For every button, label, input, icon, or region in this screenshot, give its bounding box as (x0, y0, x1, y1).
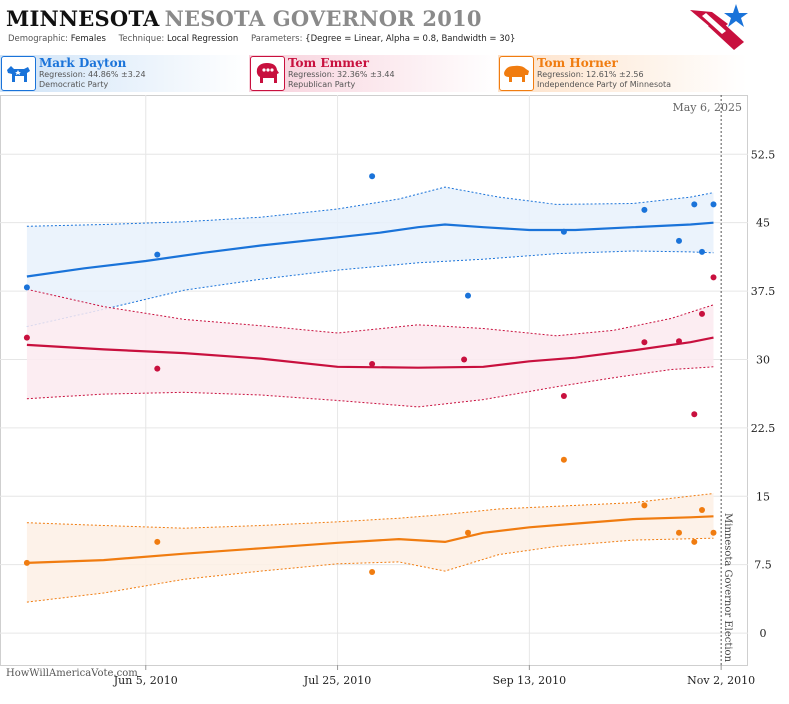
donkey-icon (1, 56, 36, 91)
title-race: NESOTA GOVERNOR 2010 (164, 6, 482, 31)
param-value: Females (70, 34, 106, 44)
x-tick-label: Sep 13, 2010 (493, 674, 567, 687)
poll-point (641, 339, 648, 346)
elephant-icon (250, 56, 285, 91)
y-tick-label: 7.5 (754, 559, 772, 572)
candidate-party: Independence Party of Minnesota (537, 80, 672, 89)
candidate-regression: Regression: 32.36% ±3.44 (288, 70, 395, 79)
poll-point (23, 284, 30, 291)
poll-point (710, 201, 717, 208)
candidate-card-dayton: Mark Dayton Regression: 44.86% ±3.24 Dem… (0, 55, 249, 92)
y-tick-label: 15 (756, 490, 770, 503)
regression-chart: Jun 5, 2010 Jul 25, 2010 Sep 13, 2010 Nov 2… (0, 95, 776, 687)
poll-point (710, 529, 717, 536)
plot-frame (0, 95, 748, 666)
band-upper-1 (26, 288, 714, 337)
param-value: {Degree = Linear, Alpha = 0.8, Bandwidth… (305, 34, 516, 44)
watermark: HowWillAmericaVote.com (6, 668, 138, 679)
poll-point (369, 173, 376, 180)
param-key: Demographic: (8, 34, 69, 44)
date-label: May 6, 2025 (672, 101, 742, 114)
title-state: MINNESOTA (6, 6, 160, 31)
poll-point (465, 292, 471, 299)
x-tick-label: Nov 2, 2010 (687, 674, 755, 687)
site-logo-icon (690, 4, 748, 50)
event-label: Minnesota Governor Election (722, 513, 733, 663)
y-tick-label: 30 (756, 353, 770, 366)
candidate-card-horner: Tom Horner Regression: 12.61% ±2.56 Inde… (498, 55, 747, 92)
poll-point (154, 538, 161, 545)
candidate-card-emmer: Tom Emmer Regression: 32.36% ±3.44 Repub… (249, 55, 498, 92)
buffalo-icon (499, 56, 534, 91)
poll-point (710, 274, 717, 281)
candidate-regression: Regression: 44.86% ±3.24 (39, 70, 146, 79)
poll-point (369, 361, 376, 367)
band-lower-0 (26, 250, 714, 328)
candidate-party: Democratic Party (39, 80, 109, 89)
candidate-regression: Regression: 12.61% ±2.56 (537, 70, 644, 79)
chart-parameters: Demographic: Females Technique: Local Re… (8, 34, 525, 44)
poll-point (676, 529, 682, 536)
param-key: Technique: (118, 34, 165, 44)
poll-point (641, 206, 648, 213)
poll-point (154, 365, 161, 372)
candidate-party: Republican Party (288, 80, 356, 89)
candidate-name: Tom Horner (537, 56, 618, 70)
trend-line-1 (26, 336, 714, 369)
chart-axes: Jun 5, 2010 Jul 25, 2010 Sep 13, 2010 Nov 2… (113, 148, 776, 687)
param-key: Parameters: (250, 34, 303, 44)
band-upper-2 (26, 493, 714, 529)
y-tick-label: 0 (760, 627, 767, 640)
poll-points (23, 173, 717, 575)
band-0 (26, 187, 714, 327)
band-2 (26, 493, 714, 603)
x-tick-label: Jun 5, 2010 (113, 674, 178, 687)
poll-point (699, 248, 705, 255)
y-tick-label: 45 (756, 217, 770, 230)
poll-point (369, 569, 376, 575)
poll-point (23, 334, 30, 341)
poll-point (154, 251, 161, 258)
x-tick-label: Jul 25, 2010 (303, 674, 372, 687)
poll-point (691, 538, 698, 545)
y-tick-label: 52.5 (751, 148, 776, 161)
y-tick-label: 22.5 (751, 422, 776, 435)
poll-point (676, 338, 682, 345)
poll-point (560, 393, 567, 399)
poll-point (691, 411, 698, 418)
poll-point (560, 228, 567, 235)
trend-line-2 (26, 515, 714, 564)
poll-point (691, 201, 698, 208)
band-lower-1 (26, 366, 714, 408)
poll-point (699, 507, 705, 513)
poll-point (641, 502, 648, 509)
confidence-bands (26, 186, 714, 603)
trend-line-0 (26, 221, 714, 278)
poll-point (461, 356, 468, 363)
poll-point (699, 310, 705, 317)
poll-point (23, 559, 30, 566)
candidate-name: Tom Emmer (288, 56, 369, 70)
band-upper-0 (26, 186, 714, 227)
band-1 (26, 289, 714, 407)
y-tick-label: 37.5 (751, 285, 776, 298)
candidate-name: Mark Dayton (39, 56, 127, 70)
poll-point (560, 456, 567, 463)
poll-point (465, 529, 471, 536)
poll-point (676, 237, 682, 244)
band-lower-2 (26, 537, 714, 603)
chart-title: MINNESOTA NESOTA GOVERNOR 2010 (6, 6, 482, 31)
param-value: Local Regression (167, 34, 239, 44)
trend-lines (26, 221, 714, 564)
